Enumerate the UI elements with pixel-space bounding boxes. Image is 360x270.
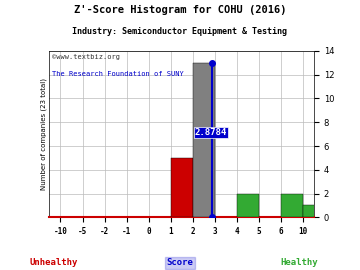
- Text: Unhealthy: Unhealthy: [30, 258, 78, 267]
- Bar: [171, 158, 193, 217]
- Text: 2.8784: 2.8784: [195, 128, 227, 137]
- Bar: [281, 194, 303, 217]
- Text: Industry: Semiconductor Equipment & Testing: Industry: Semiconductor Equipment & Test…: [72, 27, 288, 36]
- Text: Healthy: Healthy: [280, 258, 318, 267]
- Text: Score: Score: [167, 258, 193, 267]
- Y-axis label: Number of companies (23 total): Number of companies (23 total): [40, 78, 47, 190]
- Text: The Research Foundation of SUNY: The Research Foundation of SUNY: [52, 71, 184, 77]
- Bar: [193, 63, 215, 217]
- Text: ©www.textbiz.org: ©www.textbiz.org: [52, 54, 120, 60]
- Bar: [237, 194, 259, 217]
- Text: Z'-Score Histogram for COHU (2016): Z'-Score Histogram for COHU (2016): [74, 5, 286, 15]
- Bar: [303, 205, 325, 217]
